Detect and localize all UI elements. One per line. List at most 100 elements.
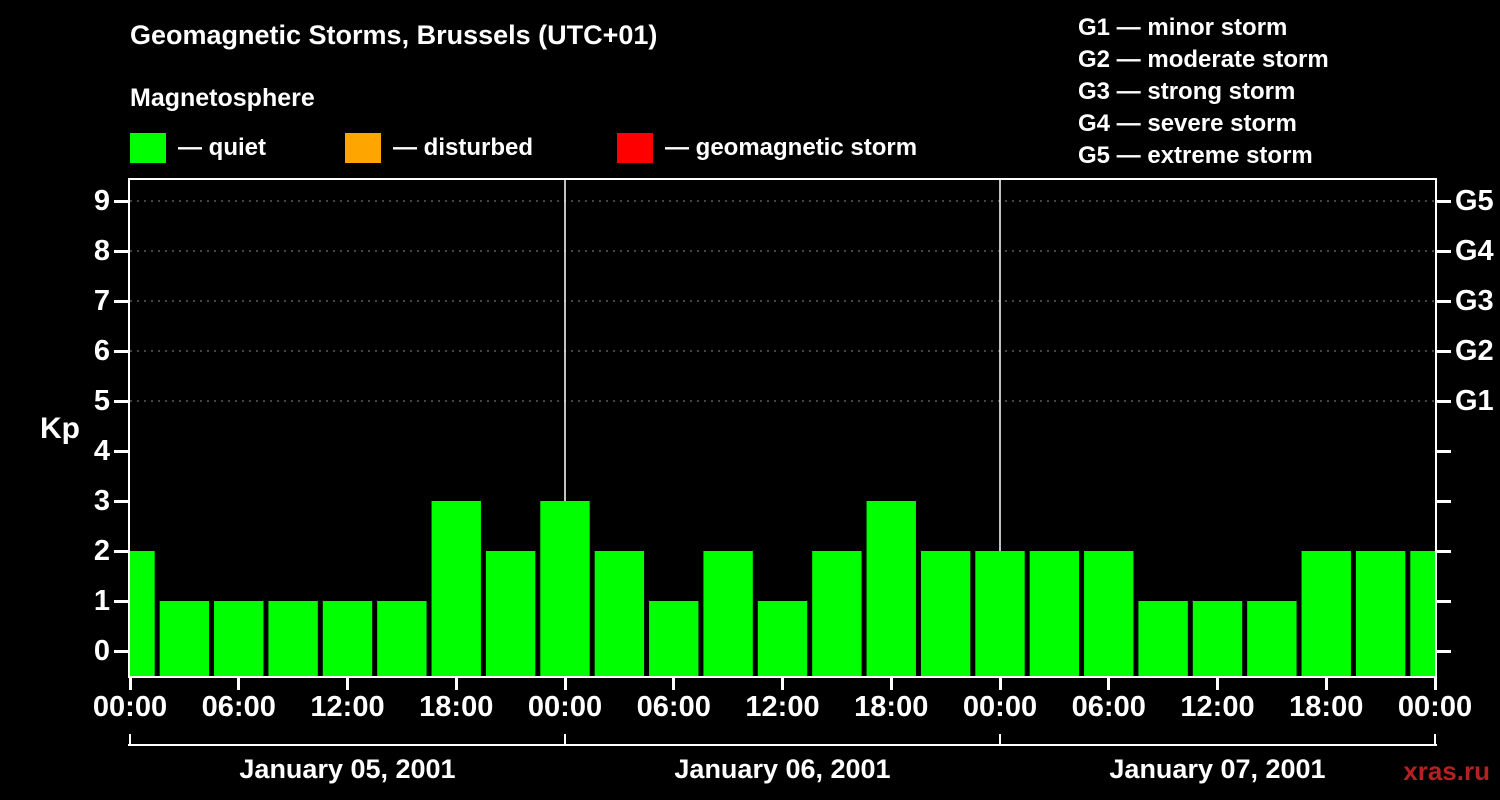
plot-area xyxy=(128,178,1437,678)
kp-bar-18 xyxy=(1084,551,1134,676)
y-tick-mark-left-3 xyxy=(114,500,128,503)
g-level-label-g5: G5 xyxy=(1455,185,1494,217)
y-tick-mark-right-5 xyxy=(1437,400,1451,403)
kp-bar-1 xyxy=(159,601,210,676)
kp-bar-23 xyxy=(1355,551,1406,676)
kp-bar-15 xyxy=(920,551,971,676)
x-tick-mark-10 xyxy=(1216,678,1219,690)
x-tick-mark-7 xyxy=(889,678,893,690)
legend-item-1: — disturbed xyxy=(345,133,533,163)
g-level-label-g2: G2 xyxy=(1455,335,1494,367)
x-tick-label-8: 00:00 xyxy=(962,691,1038,723)
kp-bar-7 xyxy=(485,551,536,676)
kp-bar-6 xyxy=(431,501,481,676)
y-tick-mark-right-8 xyxy=(1437,250,1451,253)
g-level-label-g3: G3 xyxy=(1455,285,1494,317)
y-tick-label-2: 2 xyxy=(93,535,110,567)
legend-label-0: — quiet xyxy=(178,134,266,161)
y-tick-label-0: 0 xyxy=(93,635,110,667)
x-tick-label-6: 12:00 xyxy=(745,691,820,723)
page-title: Geomagnetic Storms, Brussels (UTC+01) xyxy=(130,20,658,50)
y-tick-mark-right-3 xyxy=(1437,500,1451,503)
x-tick-mark-6 xyxy=(781,678,784,690)
kp-bar-5 xyxy=(377,601,427,676)
magnetosphere-label: Magnetosphere xyxy=(130,84,315,112)
g-level-label-g4: G4 xyxy=(1455,235,1494,267)
kp-bar-2 xyxy=(214,601,264,676)
x-tick-label-9: 06:00 xyxy=(1071,691,1146,723)
kp-bar-13 xyxy=(812,551,862,676)
y-tick-mark-right-1 xyxy=(1437,600,1451,603)
y-tick-mark-left-1 xyxy=(114,600,128,603)
legend-item-0: — quiet xyxy=(130,133,266,163)
watermark: xras.ru xyxy=(1403,756,1490,786)
y-tick-mark-left-0 xyxy=(114,650,128,653)
storm-scale-line-g3: G3 — strong storm xyxy=(1078,78,1296,105)
y-tick-mark-left-8 xyxy=(114,250,128,253)
y-tick-label-5: 5 xyxy=(93,385,110,417)
kp-bar-16 xyxy=(975,551,1025,676)
kp-bar-24 xyxy=(1410,551,1435,676)
day-axis-tick-3 xyxy=(1434,734,1436,744)
y-tick-mark-left-5 xyxy=(114,400,128,403)
y-axis-title: Kp xyxy=(40,412,80,445)
kp-bar-4 xyxy=(322,601,373,676)
legend-item-2: — geomagnetic storm xyxy=(617,133,917,163)
y-tick-mark-left-7 xyxy=(114,300,128,303)
x-tick-mark-8 xyxy=(998,678,1002,690)
legend-color-swatch-2 xyxy=(617,133,653,163)
day-label-1: January 06, 2001 xyxy=(674,754,891,784)
x-tick-mark-2 xyxy=(346,678,349,690)
legend-label-2: — geomagnetic storm xyxy=(665,134,918,161)
y-tick-mark-left-6 xyxy=(114,350,128,353)
kp-bar-22 xyxy=(1301,551,1351,676)
y-tick-mark-right-9 xyxy=(1437,200,1451,203)
x-tick-label-5: 06:00 xyxy=(636,691,711,723)
y-tick-mark-left-9 xyxy=(114,200,128,203)
x-tick-label-3: 18:00 xyxy=(419,691,494,723)
y-tick-mark-right-0 xyxy=(1437,650,1451,653)
day-axis-tick-0 xyxy=(129,734,131,744)
day-axis-tick-2 xyxy=(999,734,1001,744)
kp-bar-8 xyxy=(540,501,590,676)
kp-bar-19 xyxy=(1138,601,1188,676)
x-tick-mark-0 xyxy=(128,678,132,690)
x-tick-label-12: 00:00 xyxy=(1397,691,1473,723)
y-tick-label-4: 4 xyxy=(93,435,110,467)
day-axis-line xyxy=(128,744,1437,746)
kp-bar-0 xyxy=(130,551,155,676)
x-tick-label-2: 12:00 xyxy=(310,691,385,723)
y-tick-label-8: 8 xyxy=(93,235,110,267)
y-tick-label-1: 1 xyxy=(93,585,110,617)
y-tick-mark-left-4 xyxy=(114,450,128,453)
day-label-2: January 07, 2001 xyxy=(1109,754,1326,784)
x-tick-label-0: 00:00 xyxy=(92,691,168,723)
x-tick-label-4: 00:00 xyxy=(527,691,603,723)
x-tick-mark-5 xyxy=(672,678,676,690)
kp-bar-3 xyxy=(268,601,318,676)
kp-bar-17 xyxy=(1029,551,1080,676)
storm-scale-line-g5: G5 — extreme storm xyxy=(1078,142,1313,169)
x-tick-mark-3 xyxy=(454,678,458,690)
y-tick-mark-left-2 xyxy=(114,550,128,553)
kp-bar-9 xyxy=(594,551,645,676)
y-tick-label-9: 9 xyxy=(93,185,110,217)
x-tick-label-1: 06:00 xyxy=(201,691,276,723)
storm-scale-line-g2: G2 — moderate storm xyxy=(1078,46,1329,73)
x-tick-mark-9 xyxy=(1107,678,1111,690)
kp-bar-20 xyxy=(1192,601,1243,676)
x-tick-mark-12 xyxy=(1433,678,1437,690)
kp-bar-10 xyxy=(649,601,699,676)
x-tick-label-7: 18:00 xyxy=(854,691,929,723)
x-tick-label-11: 18:00 xyxy=(1289,691,1364,723)
y-tick-mark-right-6 xyxy=(1437,350,1451,353)
kp-bar-21 xyxy=(1247,601,1297,676)
legend-label-1: — disturbed xyxy=(393,134,534,161)
y-tick-mark-right-4 xyxy=(1437,450,1451,453)
y-tick-label-3: 3 xyxy=(93,485,110,517)
storm-scale-line-g4: G4 — severe storm xyxy=(1078,110,1297,137)
storm-scale-legend: G1 — minor storm G2 — moderate storm G3 — … xyxy=(1078,12,1329,172)
day-label-0: January 05, 2001 xyxy=(239,754,456,784)
legend-color-swatch-1 xyxy=(345,133,381,163)
y-tick-label-6: 6 xyxy=(93,335,110,367)
